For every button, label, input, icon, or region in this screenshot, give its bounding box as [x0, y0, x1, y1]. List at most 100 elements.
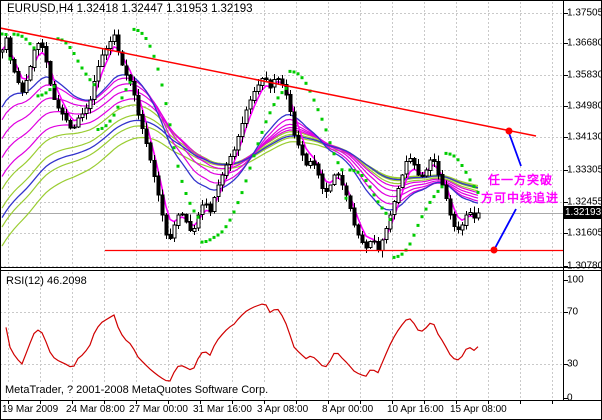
sar-dot: [144, 37, 148, 40]
candle-body: [48, 60, 53, 85]
candle-body: [64, 113, 69, 121]
sar-dot: [252, 154, 256, 158]
candle-body: [308, 161, 313, 166]
candle-body: [264, 77, 269, 80]
candle-body: [360, 234, 365, 244]
sar-dot: [352, 169, 356, 173]
trendline-anchor-dot: [505, 127, 513, 135]
candle-body: [32, 49, 37, 68]
candle-body: [1, 49, 5, 53]
candle-body: [336, 173, 341, 176]
pane-splitter[interactable]: [0, 266, 602, 272]
sar-dot: [120, 96, 124, 100]
candle-body: [224, 164, 229, 176]
sar-dot: [16, 33, 20, 37]
candle-body: [476, 212, 481, 219]
candle-body: [424, 169, 429, 177]
annotation-text-line1: 任一方突破: [488, 173, 554, 187]
sar-dot: [428, 200, 432, 204]
candle-body: [132, 81, 137, 96]
sar-dot: [472, 185, 476, 188]
sar-dot: [212, 235, 216, 239]
candle-body: [428, 159, 433, 171]
sar-dot: [336, 161, 340, 165]
sar-dot: [136, 29, 140, 32]
price-axis-label: 1.33305: [567, 164, 602, 176]
candle-body: [324, 188, 329, 193]
candle-body: [416, 164, 421, 176]
sar-dot: [304, 81, 308, 85]
sar-dot: [124, 88, 128, 92]
rsi-axis-label: 0: [567, 392, 573, 404]
candle-body: [52, 83, 57, 100]
candle-body: [340, 174, 345, 186]
candle-body: [88, 99, 93, 110]
candle-body: [100, 54, 105, 67]
candle-body: [208, 203, 213, 213]
candle-body: [292, 111, 297, 136]
candle-body: [56, 99, 61, 109]
time-axis-label: 3 Apr 08:00: [257, 404, 309, 415]
rsi-axis-label: 70: [567, 306, 579, 318]
candle-body: [252, 91, 257, 102]
candle-body: [92, 80, 97, 100]
candle-body: [16, 71, 21, 84]
sar-dot: [68, 46, 72, 49]
sar-dot: [244, 179, 248, 183]
sar-dot: [8, 57, 12, 61]
sar-dot: [464, 170, 468, 174]
candle-body: [192, 227, 197, 232]
candle-body: [352, 207, 357, 226]
sar-dot: [64, 41, 68, 45]
candle-body: [120, 51, 125, 66]
candle-body: [440, 174, 445, 186]
candle-body: [288, 94, 293, 113]
sar-dot: [396, 254, 400, 258]
candle-body: [232, 149, 237, 158]
sar-dot: [4, 33, 8, 36]
rsi-axis-label: 100: [567, 274, 584, 286]
sar-dot: [28, 42, 32, 46]
sar-dot: [232, 210, 236, 214]
sar-dot: [12, 32, 16, 36]
sar-dot: [112, 113, 116, 117]
candle-body: [448, 198, 453, 216]
sar-dot: [372, 193, 376, 197]
candle-body: [76, 117, 81, 128]
sar-dot: [128, 80, 132, 84]
sar-dot: [108, 119, 112, 123]
candle-body: [104, 47, 109, 56]
candle-body: [36, 42, 41, 51]
sar-dot: [56, 37, 60, 41]
sar-dot: [388, 218, 392, 221]
sar-dot: [148, 44, 152, 48]
ma-line-green: [1, 136, 479, 247]
sar-dot: [328, 141, 332, 145]
candle-body: [276, 77, 281, 80]
candle-body: [176, 214, 181, 227]
candle-body: [112, 34, 117, 43]
candle-body: [468, 212, 473, 216]
candle-body: [456, 226, 461, 231]
sar-dot: [320, 117, 324, 121]
sar-dot: [264, 120, 268, 124]
sar-dot: [76, 59, 80, 63]
sar-dot: [416, 223, 420, 227]
price-axis-label: 1.30780: [567, 260, 602, 272]
time-axis-label: 8 Apr 00:00: [322, 404, 374, 415]
candle-body: [388, 214, 393, 230]
candle-body: [240, 122, 245, 138]
candle-body: [172, 224, 177, 239]
candle-body: [452, 214, 457, 227]
sar-dot: [228, 218, 232, 222]
sar-dot: [184, 192, 188, 195]
sar-dot: [236, 201, 240, 205]
sar-dot: [20, 34, 24, 38]
candle-body: [312, 160, 317, 166]
rsi-line: [5, 303, 479, 382]
time-axis-label: 15 Apr 08:00: [450, 404, 507, 415]
candle-body: [328, 184, 333, 192]
sar-dot: [188, 201, 192, 205]
candle-body: [380, 239, 385, 252]
